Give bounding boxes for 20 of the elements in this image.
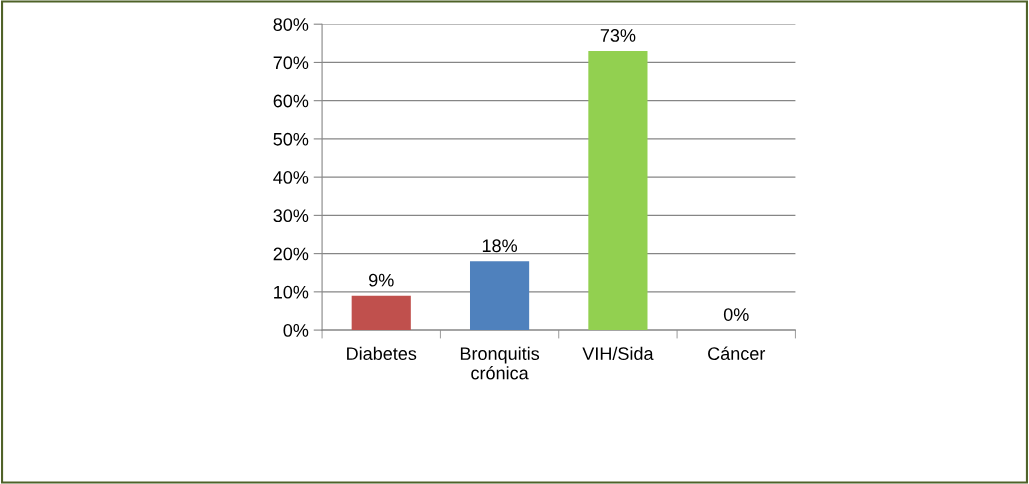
x-tick-label: VIH/Sida — [582, 346, 654, 361]
data-label: 9% — [369, 273, 394, 287]
bar — [470, 261, 530, 331]
x-tick-label: Cáncer — [708, 346, 766, 361]
y-tick-label: 20% — [273, 247, 309, 261]
x-tick-label: Diabetes — [347, 346, 417, 361]
x-tick-label: Bronquitis crónica — [460, 346, 540, 380]
data-label: 73% — [600, 29, 636, 42]
y-tick-label: 50% — [273, 132, 309, 146]
data-label: 0% — [723, 308, 749, 321]
bar — [588, 50, 648, 331]
y-tick-label: 80% — [273, 18, 309, 31]
y-tick-label: 0% — [283, 324, 309, 337]
bar — [351, 295, 411, 331]
y-tick-label: 60% — [273, 94, 309, 108]
y-tick-label: 70% — [273, 56, 309, 70]
y-tick-label: 10% — [274, 285, 309, 299]
y-tick-label: 40% — [273, 171, 309, 184]
y-tick-label: 30% — [273, 209, 309, 223]
data-label: 18% — [482, 239, 518, 253]
